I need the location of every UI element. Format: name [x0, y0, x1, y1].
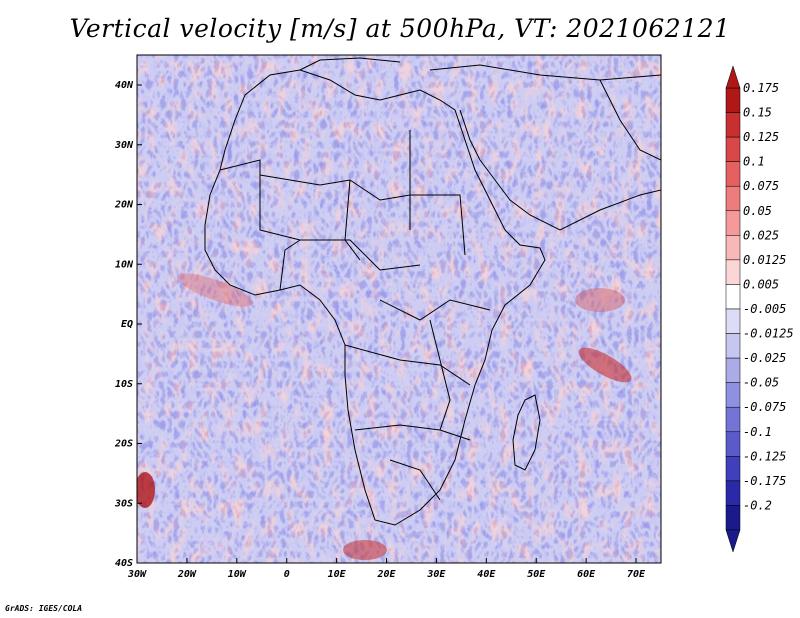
- colorbar-swatch: [725, 284, 741, 310]
- colorbar-label: 0.005: [743, 277, 779, 291]
- y-axis-ticks: 40N 30N 20N 10N EQ 10S 20S 30S 40S: [114, 80, 142, 569]
- coastlines: [204, 57, 661, 526]
- colorbar-swatch: [725, 357, 741, 383]
- x-tick-label: 10W: [228, 569, 247, 580]
- colorbar-label: -0.025: [743, 351, 786, 365]
- y-tick-label: EQ: [121, 319, 133, 330]
- colorbar-swatch: [725, 308, 741, 334]
- x-tick-label: 30W: [127, 569, 147, 580]
- colorbar-swatch: [725, 259, 741, 285]
- colorbar-label: 0.025: [743, 228, 779, 242]
- x-tick-label: 70E: [627, 569, 646, 580]
- x-tick-label: 50E: [527, 569, 546, 580]
- x-tick-label: 20W: [177, 569, 197, 580]
- colorbar-swatch: [725, 87, 741, 113]
- x-axis-ticks: 30W 20W 10W 0 10E 20E 30E 40E 50E 60E 70E: [127, 558, 646, 580]
- y-tick-label: 40N: [115, 80, 134, 91]
- x-tick-label: 60E: [577, 569, 596, 580]
- colorbar-swatch: [725, 136, 741, 162]
- x-tick-label: 30E: [426, 569, 446, 580]
- colorbar-label: -0.075: [743, 400, 786, 414]
- y-tick-label: 30N: [114, 140, 134, 151]
- colorbar-label: -0.125: [743, 449, 786, 463]
- colorbar-label: -0.0125: [743, 327, 794, 341]
- y-tick-label: 20S: [114, 439, 133, 450]
- colorbar-label: 0.175: [743, 81, 779, 95]
- colorbar-label: -0.05: [743, 376, 779, 390]
- colorbar-swatch: [725, 112, 741, 138]
- colorbar-swatch: [725, 161, 741, 187]
- y-tick-label: 30S: [114, 498, 133, 509]
- colorbar-max-arrow: [725, 65, 741, 89]
- colorbar-swatch: [725, 210, 741, 236]
- colorbar-swatch: [725, 185, 741, 212]
- plot-frame: [136, 54, 662, 564]
- colorbar-label: -0.1: [743, 425, 772, 439]
- colorbar-swatch: [725, 456, 741, 482]
- colorbar-label: -0.2: [743, 498, 772, 512]
- colorbar-label: 0.05: [743, 204, 772, 218]
- y-tick-label: 10N: [115, 259, 134, 270]
- x-tick-label: 0: [284, 569, 290, 580]
- x-tick-label: 10E: [328, 569, 347, 580]
- colorbar-swatch: [725, 382, 741, 408]
- colorbar-swatch: [725, 333, 741, 359]
- colorbar-swatch: [725, 480, 741, 506]
- colorbar-swatch: [725, 505, 741, 531]
- y-tick-label: 20N: [114, 200, 134, 211]
- colorbar-min-arrow: [725, 529, 741, 553]
- colorbar-swatch: [725, 235, 741, 261]
- colorbar-label: 0.125: [743, 130, 779, 144]
- colorbar-label: -0.005: [743, 302, 786, 316]
- colorbar-label: -0.175: [743, 474, 786, 488]
- y-tick-label: 10S: [115, 379, 133, 390]
- grads-credit: GrADS: IGES/COLA: [5, 604, 83, 613]
- colorbar-label: 0.075: [743, 179, 779, 193]
- x-tick-label: 20E: [376, 569, 396, 580]
- y-tick-label: 40S: [115, 558, 133, 569]
- x-tick-label: 40E: [477, 569, 496, 580]
- map-title: Vertical velocity [m/s] at 500hPa, VT: 2…: [69, 14, 731, 43]
- colorbar: 0.175 0.15 0.125 0.1 0.075 0.05 0.025 0.0125 0.0…: [725, 65, 794, 553]
- colorbar-swatch: [725, 431, 741, 457]
- colorbar-swatch: [725, 406, 741, 433]
- colorbar-label: 0.1: [743, 155, 765, 169]
- colorbar-label: 0.0125: [743, 253, 786, 267]
- colorbar-label: 0.15: [743, 106, 772, 120]
